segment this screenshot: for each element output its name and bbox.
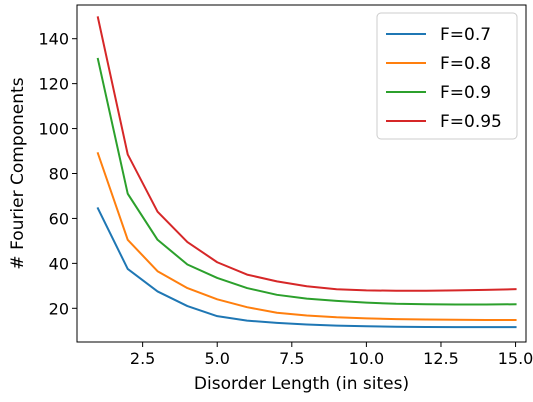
series-line-4: [96, 16, 517, 292]
x-axis-label: Disorder Length (in sites): [194, 374, 409, 394]
series-layer: [96, 16, 517, 329]
y-axis-label: # Fourier Components: [8, 77, 28, 269]
series-line-2: [96, 152, 517, 321]
legend-label-1: F=0.7: [440, 25, 491, 45]
x-tick-label: 10.0: [349, 349, 385, 368]
series-line-3: [96, 57, 517, 306]
y-tick-label: 60: [49, 209, 69, 228]
legend: F=0.7 F=0.8 F=0.9 F=0.95: [376, 12, 518, 140]
x-axis: 2.5 5.0 7.5 10.0 12.5 15.0: [130, 342, 533, 368]
y-tick-label: 20: [49, 299, 69, 318]
legend-label-3: F=0.9: [440, 83, 491, 103]
legend-label-2: F=0.8: [440, 54, 491, 74]
legend-box: [376, 12, 518, 140]
y-tick-label: 120: [38, 75, 69, 94]
series-line-1: [96, 206, 517, 329]
legend-label-4: F=0.95: [440, 112, 502, 132]
y-tick-label: 40: [49, 254, 69, 273]
x-tick-label: 15.0: [498, 349, 533, 368]
x-tick-label: 2.5: [130, 349, 155, 368]
y-tick-label: 140: [38, 30, 69, 49]
x-tick-label: 12.5: [423, 349, 459, 368]
y-axis: 20 40 60 80 100 120 140: [38, 30, 77, 318]
x-tick-label: 7.5: [279, 349, 304, 368]
y-tick-label: 80: [49, 165, 69, 184]
y-tick-label: 100: [38, 120, 69, 139]
x-tick-label: 5.0: [204, 349, 229, 368]
